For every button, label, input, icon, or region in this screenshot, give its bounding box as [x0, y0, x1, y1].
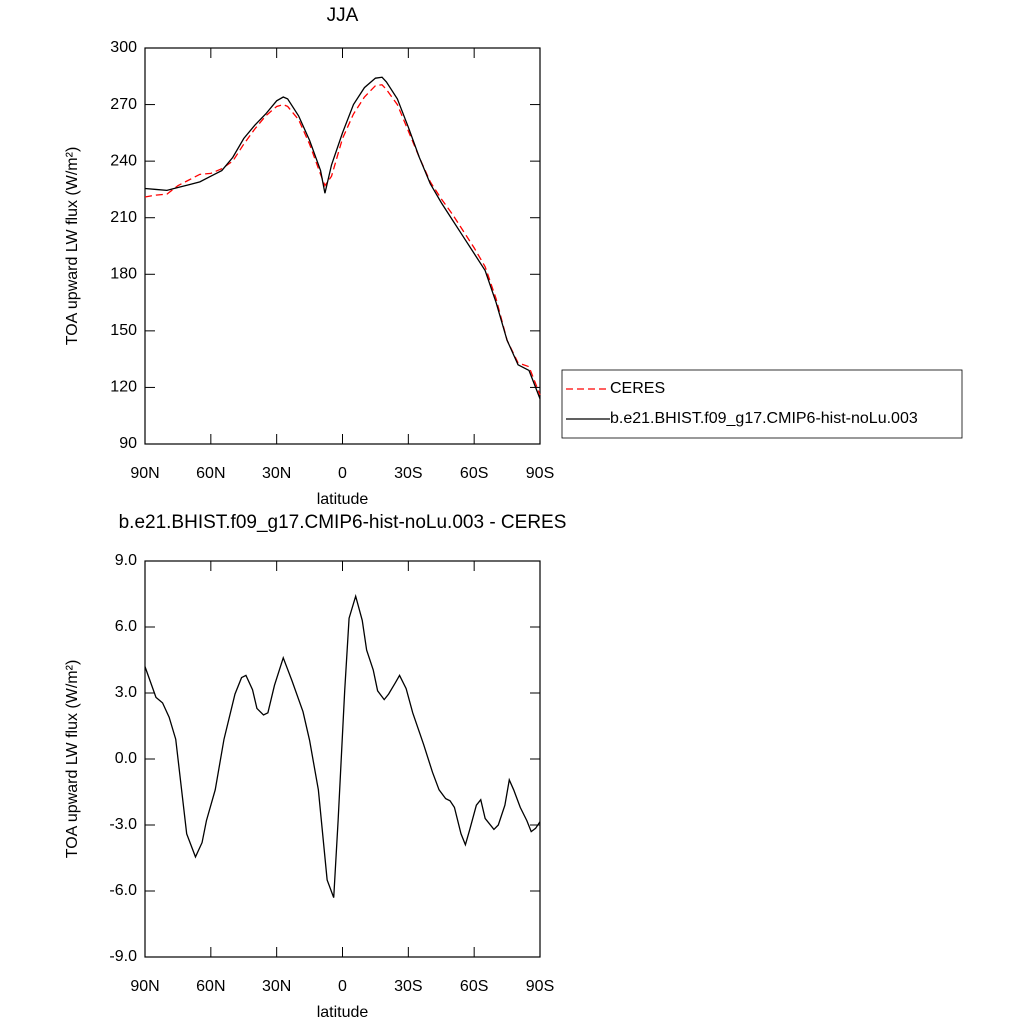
y-tick-label: 270 — [110, 96, 137, 113]
y-tick-label: -6.0 — [109, 882, 137, 899]
y-axis-label: TOA upward LW flux (W/m²) — [64, 147, 81, 346]
x-tick-label: 60S — [460, 465, 488, 482]
y-tick-label: 90 — [119, 435, 137, 452]
y-tick-label: 180 — [110, 266, 137, 283]
x-tick-label: 90N — [130, 465, 159, 482]
y-tick-label: 9.0 — [115, 552, 137, 569]
y-tick-label: -3.0 — [109, 816, 137, 833]
x-tick-label: 0 — [338, 465, 347, 482]
y-tick-label: 3.0 — [115, 684, 137, 701]
y-tick-label: -9.0 — [109, 948, 137, 965]
y-tick-label: 240 — [110, 152, 137, 169]
legend-label: CERES — [610, 380, 665, 397]
legend-box — [561, 369, 963, 439]
x-tick-label: 90S — [526, 978, 554, 995]
x-axis-label: latitude — [317, 1004, 369, 1021]
data-line — [144, 84, 541, 396]
x-tick-label: 30S — [394, 465, 422, 482]
plot-frame — [144, 47, 541, 445]
legend-label: b.e21.BHIST.f09_g17.CMIP6-hist-noLu.003 — [610, 410, 918, 427]
y-tick-label: 150 — [110, 322, 137, 339]
y-tick-label: 210 — [110, 209, 137, 226]
x-tick-label: 90S — [526, 465, 554, 482]
y-tick-label: 300 — [110, 39, 137, 56]
x-tick-label: 60N — [196, 465, 225, 482]
chart-title: JJA — [327, 5, 359, 26]
data-line — [144, 76, 541, 399]
chart-title: b.e21.BHIST.f09_g17.CMIP6-hist-noLu.003 … — [119, 512, 567, 533]
y-axis-label: TOA upward LW flux (W/m²) — [64, 660, 81, 859]
x-tick-label: 30N — [262, 978, 291, 995]
plot-frame — [144, 560, 541, 958]
x-tick-label: 0 — [338, 978, 347, 995]
x-tick-label: 30S — [394, 978, 422, 995]
y-tick-label: 0.0 — [115, 750, 137, 767]
x-axis-label: latitude — [317, 491, 369, 508]
y-tick-label: 120 — [110, 379, 137, 396]
x-tick-label: 30N — [262, 465, 291, 482]
y-tick-label: 6.0 — [115, 618, 137, 635]
x-tick-label: 60N — [196, 978, 225, 995]
x-tick-label: 60S — [460, 978, 488, 995]
x-tick-label: 90N — [130, 978, 159, 995]
data-line — [144, 593, 541, 898]
